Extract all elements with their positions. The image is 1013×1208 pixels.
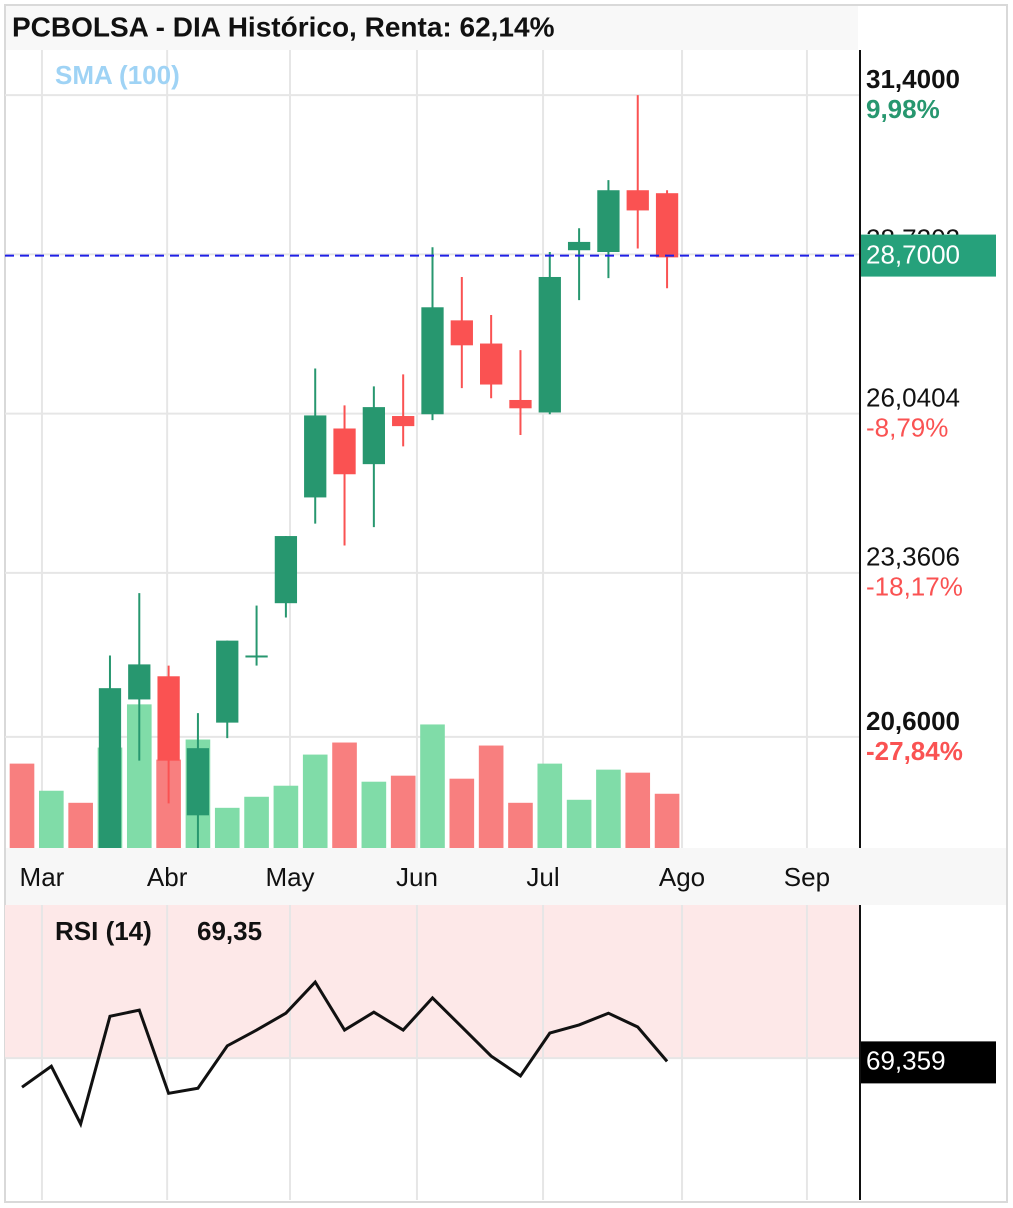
volume-bar bbox=[625, 772, 651, 848]
volume-bar bbox=[654, 793, 680, 848]
x-tick-label: Jun bbox=[396, 862, 438, 892]
current-price-label: 28,7000 bbox=[866, 239, 960, 269]
volume-bar bbox=[68, 802, 93, 848]
x-tick-label: Jul bbox=[526, 862, 559, 892]
volume-bar bbox=[9, 763, 35, 848]
volume-bar bbox=[508, 802, 533, 848]
candle-body bbox=[509, 399, 532, 409]
rsi-value-label: 69,359 bbox=[866, 1045, 946, 1075]
volume-bar bbox=[244, 796, 269, 848]
volume-bar bbox=[596, 769, 621, 848]
x-axis-band bbox=[6, 848, 1006, 905]
candle-body bbox=[655, 193, 679, 258]
candle-body bbox=[216, 640, 239, 723]
candle-body bbox=[304, 415, 327, 498]
candle-body bbox=[480, 343, 503, 385]
volume-bar bbox=[273, 785, 299, 848]
y-tick-change: -27,84% bbox=[866, 736, 963, 766]
candle-body bbox=[597, 190, 620, 253]
volume-bar bbox=[361, 781, 387, 848]
y-tick-change: -8,79% bbox=[866, 412, 948, 442]
candle-body bbox=[333, 428, 356, 475]
volume-bar bbox=[566, 799, 592, 848]
candle-body bbox=[538, 276, 561, 413]
x-tick-label: Ago bbox=[659, 862, 705, 892]
candle-body bbox=[421, 307, 444, 415]
volume-bar bbox=[420, 724, 445, 848]
y-tick-label: 23,3606 bbox=[866, 542, 960, 572]
candle-body bbox=[186, 748, 210, 816]
candle-body bbox=[450, 320, 473, 346]
volume-bar bbox=[537, 763, 563, 848]
rsi-value-box bbox=[860, 1041, 996, 1084]
x-tick-label: Abr bbox=[147, 862, 188, 892]
candle-body bbox=[362, 407, 385, 465]
volume-bar bbox=[332, 742, 357, 848]
volume-bar bbox=[39, 790, 64, 848]
rsi-line bbox=[21, 979, 669, 1129]
volume-bar bbox=[390, 775, 416, 848]
x-tick-label: Sep bbox=[784, 862, 830, 892]
y-tick-change: 9,98% bbox=[866, 94, 940, 124]
rsi-panel bbox=[5, 905, 860, 1200]
candle-body bbox=[98, 688, 122, 848]
candle-body bbox=[392, 416, 415, 427]
current-price-box bbox=[860, 234, 996, 277]
rsi-title: RSI (14) bbox=[55, 916, 152, 946]
candle-body bbox=[157, 676, 180, 761]
candle-body bbox=[567, 241, 591, 251]
price-panel bbox=[5, 50, 860, 848]
volume-bar bbox=[214, 807, 240, 848]
x-tick-label: May bbox=[265, 862, 314, 892]
title-bar bbox=[6, 6, 858, 50]
overlay: MarAbrMayJunJulAgoSep31,40009,98%28,7202… bbox=[5, 60, 996, 1084]
sma-legend: SMA (100) bbox=[55, 60, 180, 90]
chart-title: PCBOLSA - DIA Histórico, Renta: 62,14% bbox=[12, 11, 555, 42]
candle-body bbox=[274, 536, 298, 604]
volume-bar bbox=[302, 754, 328, 848]
y-tick-label: 20,6000 bbox=[866, 706, 960, 736]
volume-bar bbox=[478, 745, 504, 848]
candle-body bbox=[128, 664, 151, 700]
candle-body bbox=[626, 190, 649, 211]
y-tick-label: 26,0404 bbox=[866, 382, 960, 412]
rsi-legend-value: 69,35 bbox=[197, 916, 262, 946]
y-tick-change: -18,17% bbox=[866, 572, 963, 602]
volume-bar bbox=[449, 778, 475, 848]
candle-body bbox=[245, 655, 268, 658]
y-tick-label: 31,4000 bbox=[866, 64, 960, 94]
x-tick-label: Mar bbox=[20, 862, 65, 892]
